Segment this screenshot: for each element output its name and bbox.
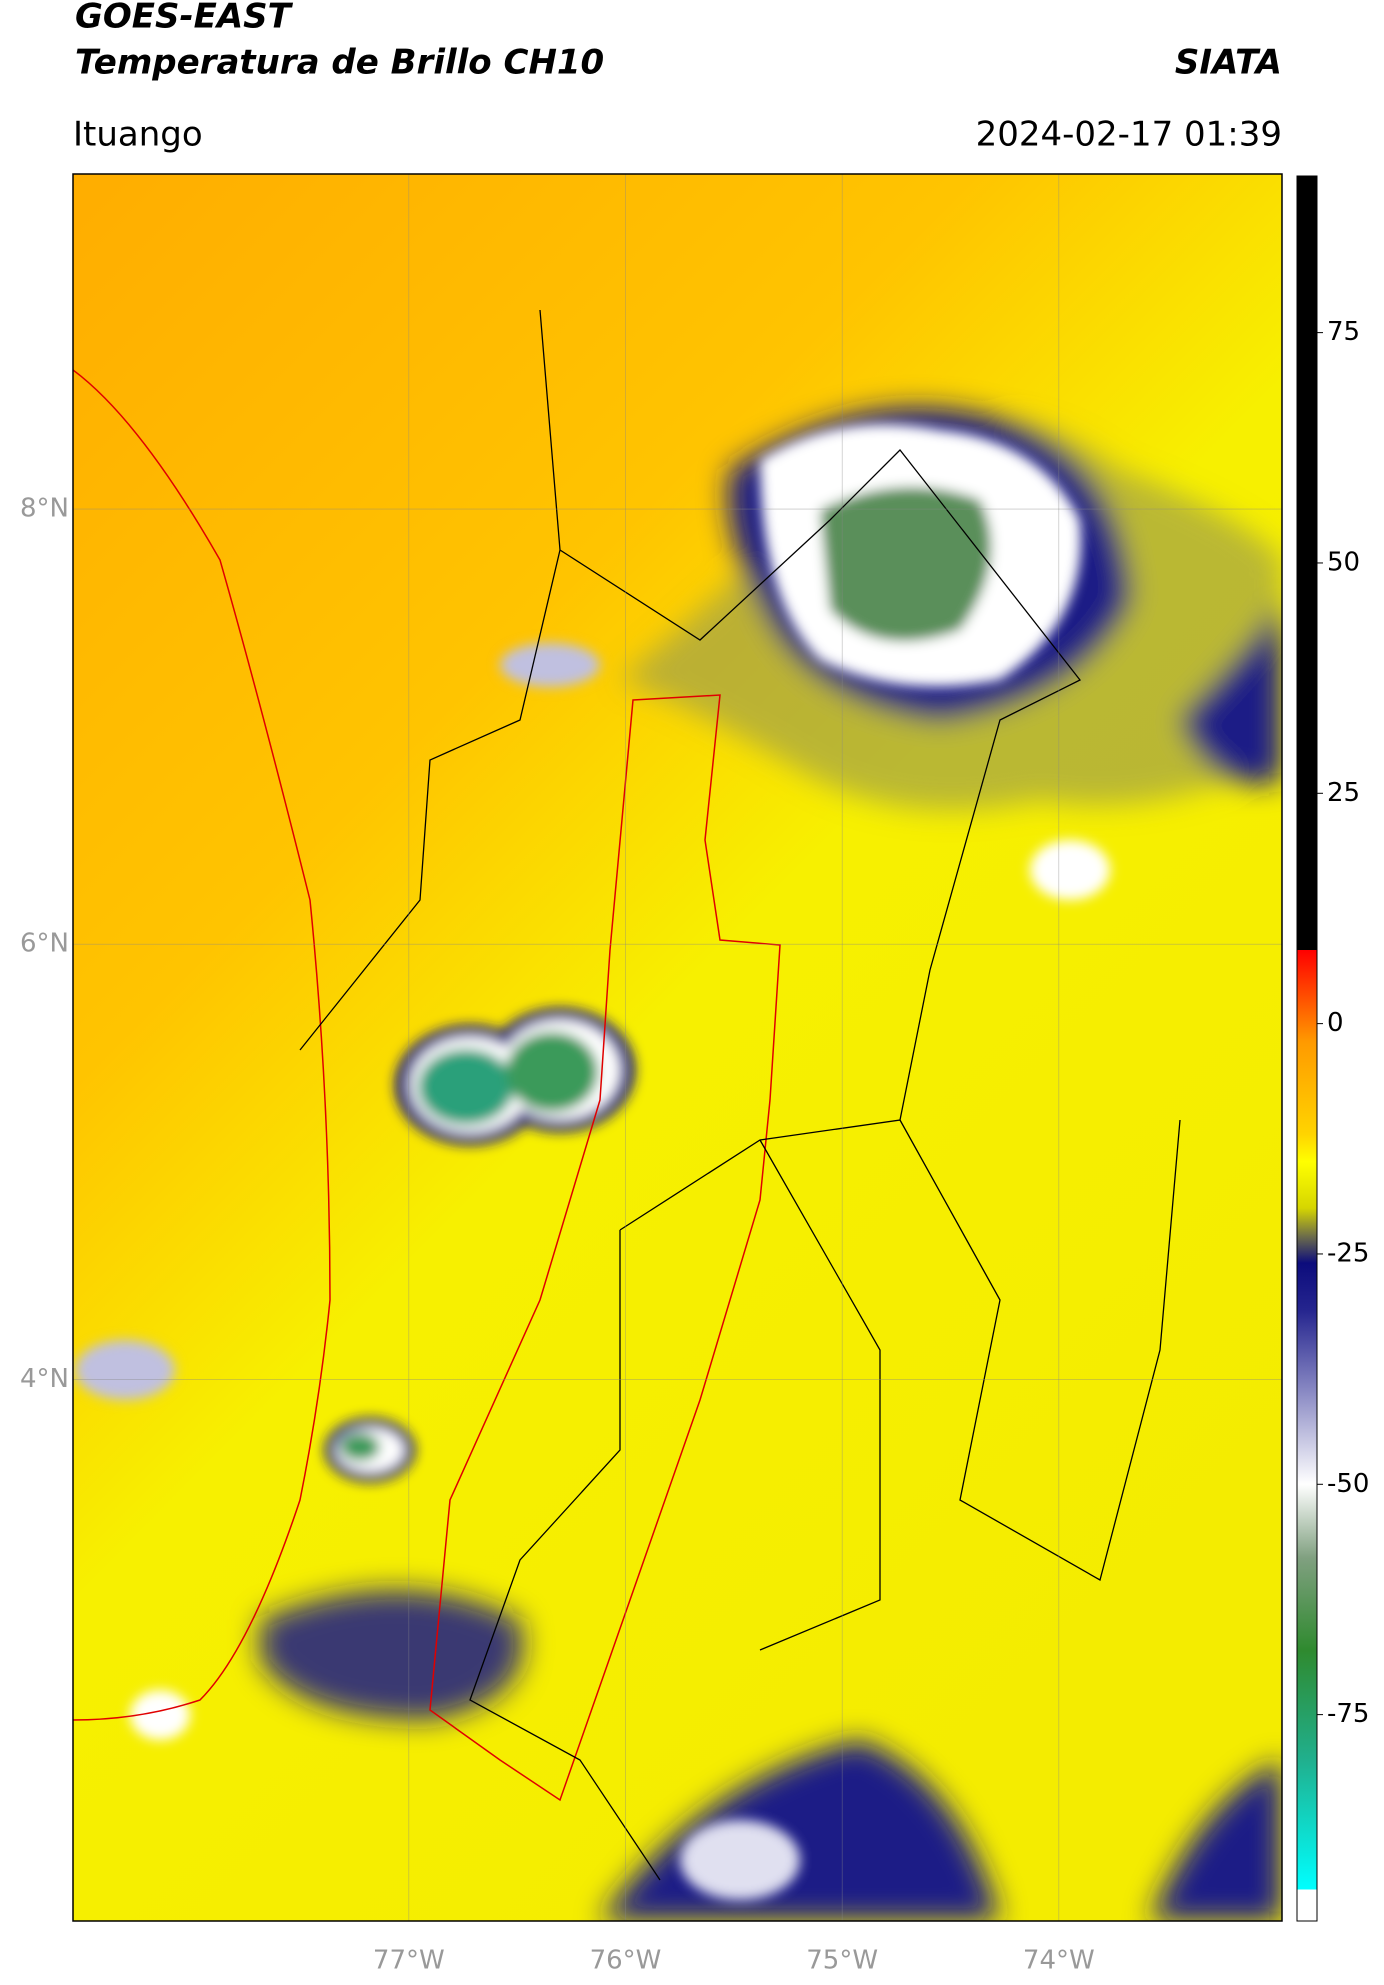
- location: Ituango: [73, 115, 203, 155]
- colorbar-tick-label: 25: [1327, 778, 1360, 808]
- lon-label: 76°W: [590, 1946, 662, 1976]
- title: GOES-EAST: [75, 0, 294, 37]
- colorbar-scale: [1296, 175, 1318, 1922]
- lon-label: 77°W: [373, 1946, 445, 1976]
- map-frame: [72, 173, 1283, 1922]
- subtitle: Temperatura de Brillo CH10: [75, 43, 604, 83]
- datetime: 2024-02-17 01:39: [976, 115, 1282, 155]
- satellite-image: [73, 174, 1282, 1921]
- graticule: 8°N 6°N 4°N 77°W 76°W 75°W 74°W: [20, 174, 1282, 1976]
- colorbar-tick-label: -25: [1327, 1238, 1369, 1268]
- lat-label: 6°N: [20, 929, 69, 959]
- colorbar-tick-label: -50: [1327, 1469, 1369, 1499]
- lat-label: 8°N: [20, 494, 69, 524]
- lat-label: 4°N: [20, 1364, 69, 1394]
- colorbar: 75 50 25 0 -25 -50 -75: [1296, 175, 1369, 1922]
- lon-label: 75°W: [806, 1946, 878, 1976]
- colorbar-tick-label: 0: [1327, 1008, 1344, 1038]
- colorbar-tick-label: 50: [1327, 547, 1360, 577]
- colorbar-tick-label: -75: [1327, 1699, 1369, 1729]
- lon-label: 74°W: [1023, 1946, 1095, 1976]
- source: SIATA: [1175, 43, 1282, 83]
- colorbar-tick-label: 75: [1327, 317, 1360, 347]
